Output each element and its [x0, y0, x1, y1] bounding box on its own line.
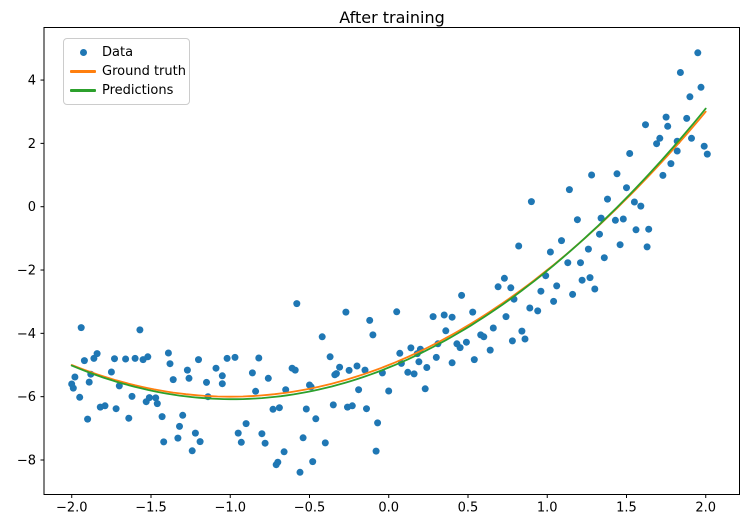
svg-text:−6: −6 [17, 390, 36, 405]
svg-text:−1.0: −1.0 [214, 501, 246, 516]
svg-text:2: 2 [28, 137, 36, 152]
legend-entry-predictions: Predictions [64, 81, 189, 100]
svg-text:1.0: 1.0 [537, 501, 558, 516]
legend-label-data: Data [102, 45, 134, 60]
svg-text:1.5: 1.5 [616, 501, 637, 516]
legend-entry-data: Data [64, 43, 189, 62]
svg-text:4: 4 [28, 74, 36, 89]
legend-label-predictions: Predictions [102, 83, 174, 98]
svg-text:0: 0 [28, 200, 36, 215]
ground-truth-line-icon [70, 70, 96, 73]
svg-text:−4: −4 [17, 327, 36, 342]
legend-entry-ground-truth: Ground truth [64, 62, 189, 81]
legend-label-ground-truth: Ground truth [102, 64, 186, 79]
svg-text:0.5: 0.5 [458, 501, 479, 516]
legend: Data Ground truth Predictions [63, 38, 190, 105]
svg-text:0.0: 0.0 [378, 501, 399, 516]
predictions-line-icon [70, 89, 96, 92]
svg-text:2.0: 2.0 [695, 501, 716, 516]
svg-text:−0.5: −0.5 [294, 501, 326, 516]
data-marker-icon [79, 49, 87, 56]
svg-text:−2: −2 [17, 264, 36, 279]
svg-text:−1.5: −1.5 [135, 501, 167, 516]
plot-title: After training [339, 8, 445, 27]
svg-text:−8: −8 [17, 453, 36, 468]
svg-text:−2.0: −2.0 [56, 501, 88, 516]
